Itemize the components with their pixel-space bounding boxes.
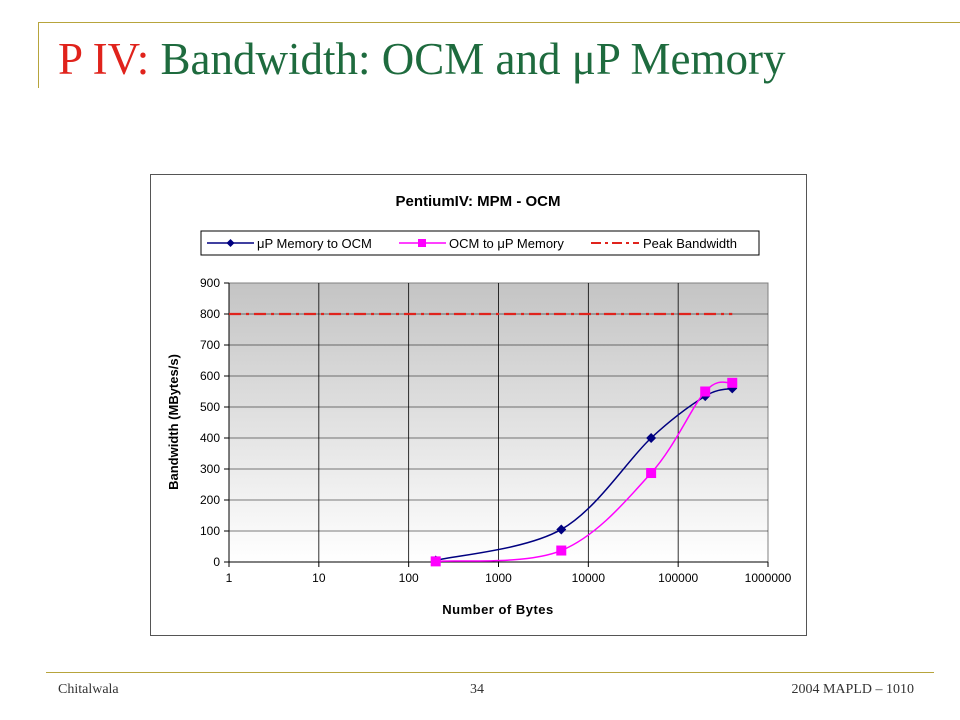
footer-author: Chitalwala	[58, 682, 119, 697]
y-tick-label: 700	[200, 338, 220, 352]
slide-title: P IV: Bandwidth: OCM and μP Memory	[58, 32, 918, 87]
legend-item-series2: OCM to μP Memory	[399, 236, 564, 251]
axes	[224, 282, 769, 567]
bottom-rule	[46, 672, 934, 673]
slide-title-prefix: P IV:	[58, 34, 150, 84]
series-2-point	[556, 545, 567, 556]
bandwidth-chart: PentiumIV: MPM - OCM μP Memory to OCM OC…	[166, 193, 792, 617]
slide-title-main: Bandwidth: OCM and μP Memory	[160, 34, 786, 84]
x-tick-label: 10000	[572, 571, 606, 585]
tick-labels: 1 10 100 1000 10000 100000 1000000 0 100 200 300 40…	[200, 276, 792, 585]
legend-label-series3: Peak Bandwidth	[643, 236, 737, 251]
y-tick-label: 300	[200, 462, 220, 476]
chart-title: PentiumIV: MPM - OCM	[396, 193, 561, 210]
y-tick-label: 600	[200, 369, 220, 383]
y-tick-label: 0	[213, 555, 220, 569]
series-2-point	[646, 468, 657, 479]
x-tick-label: 10	[312, 571, 326, 585]
series-1-point	[646, 433, 657, 443]
series-layer	[229, 312, 738, 567]
chart-frame: PentiumIV: MPM - OCM μP Memory to OCM OC…	[150, 174, 807, 636]
series-2-point	[700, 386, 711, 397]
y-axis-label: Bandwidth (MBytes/s)	[166, 354, 181, 490]
y-tick-label: 500	[200, 400, 220, 414]
series-2-point	[430, 556, 441, 567]
footer-page-number: 34	[470, 682, 484, 697]
y-tick-label: 100	[200, 524, 220, 538]
series-2-point	[727, 377, 738, 388]
side-rule	[38, 22, 39, 88]
series-1-point	[556, 524, 567, 535]
legend-label-series2: OCM to μP Memory	[449, 236, 564, 251]
x-tick-label: 1	[226, 571, 233, 585]
top-rule	[38, 22, 960, 23]
y-tick-label: 200	[200, 493, 220, 507]
legend: μP Memory to OCM OCM to μP Memory Peak B…	[200, 230, 760, 256]
legend-item-series3: Peak Bandwidth	[591, 236, 737, 251]
y-tick-label: 400	[200, 431, 220, 445]
x-tick-label: 100	[399, 571, 419, 585]
y-tick-label: 900	[200, 276, 220, 290]
x-tick-label: 1000	[485, 571, 512, 585]
legend-item-series1: μP Memory to OCM	[207, 236, 372, 251]
y-tick-label: 800	[200, 307, 220, 321]
x-tick-label: 100000	[658, 571, 698, 585]
legend-label-series1: μP Memory to OCM	[257, 236, 372, 251]
footer-conference: 2004 MAPLD – 1010	[791, 682, 914, 697]
gridlines	[229, 283, 768, 562]
x-axis-label: Number of Bytes	[442, 602, 554, 617]
x-tick-label: 1000000	[745, 571, 792, 585]
